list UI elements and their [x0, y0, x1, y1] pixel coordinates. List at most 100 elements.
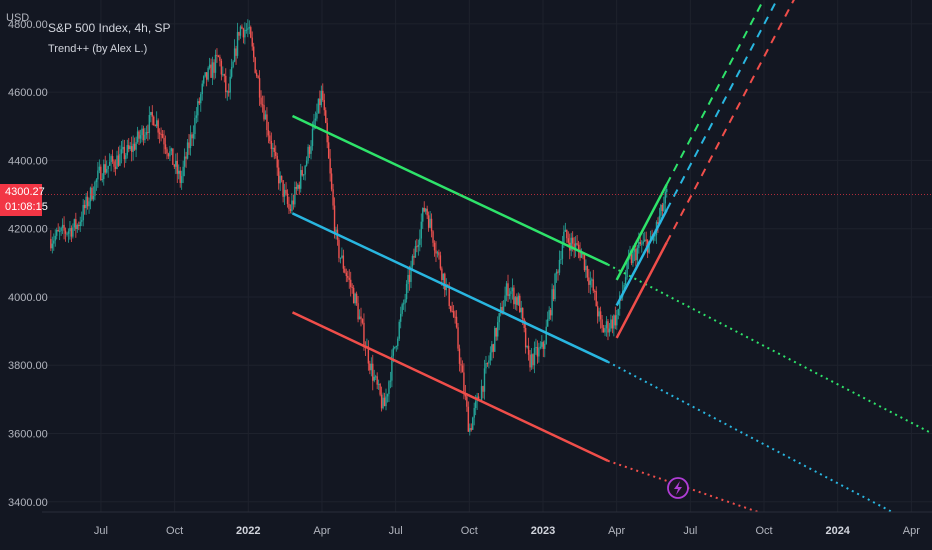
- candle-body: [379, 383, 381, 395]
- candle-body: [113, 161, 115, 167]
- candle-body: [458, 348, 461, 364]
- candle-body: [557, 271, 559, 273]
- candle-body: [467, 406, 470, 432]
- candle-body: [244, 30, 246, 38]
- candle-body: [232, 61, 234, 68]
- trend-projection-middle: [607, 360, 898, 516]
- candle-body: [485, 363, 487, 369]
- candle-body: [294, 186, 296, 205]
- candle-body: [110, 156, 112, 163]
- candle-body: [351, 287, 353, 289]
- candle-body: [355, 293, 358, 304]
- candle-body: [544, 343, 546, 349]
- candle-body: [151, 112, 153, 117]
- candle-body: [585, 266, 587, 271]
- candle-body: [595, 291, 597, 307]
- candle-body: [545, 326, 547, 344]
- candle-body: [216, 54, 218, 56]
- candle-body: [520, 307, 522, 313]
- candle-body: [292, 200, 295, 205]
- candle-body: [591, 279, 593, 281]
- lightning-bolt-icon[interactable]: [667, 477, 689, 499]
- candle-body: [83, 204, 86, 209]
- candle-body: [579, 249, 581, 258]
- candle-body: [533, 347, 536, 366]
- candle-body: [213, 62, 215, 73]
- candle-body: [236, 32, 239, 56]
- price-tick-label: 4000.00: [8, 292, 48, 304]
- time-tick-label: Jul: [683, 525, 697, 537]
- candle-body: [223, 74, 226, 76]
- candle-body: [570, 237, 572, 251]
- price-axis[interactable]: 4800.00 4600.00 4400.00 4200.00 4000.00 3800.…: [8, 19, 48, 509]
- candle-body: [63, 224, 65, 231]
- candle-body: [372, 363, 374, 381]
- candle-body: [333, 205, 336, 233]
- candle-body: [101, 179, 103, 181]
- candle-body: [329, 158, 331, 174]
- candle-body: [266, 114, 268, 131]
- candle-body: [463, 372, 465, 393]
- candle-body: [576, 243, 578, 245]
- candle-body: [613, 315, 615, 329]
- candle-body: [472, 417, 474, 430]
- indicator-name[interactable]: Trend++ (by Alex L.): [48, 43, 147, 55]
- candle-body: [419, 238, 421, 245]
- current-price-tag: 4300.27 01:08:15: [0, 184, 48, 217]
- candle-body: [508, 293, 511, 297]
- candle-body: [532, 354, 534, 366]
- candle-body: [155, 120, 158, 127]
- candle-body: [323, 100, 325, 111]
- time-axis[interactable]: Jul Oct 2022 Apr Jul Oct 2023 Apr Jul Oct 2024 Apr: [94, 525, 920, 537]
- candle-body: [270, 140, 273, 149]
- candle-body: [308, 146, 311, 154]
- trend-projection-upper: [607, 263, 932, 435]
- candle-body: [239, 26, 242, 36]
- candle-body: [480, 386, 483, 401]
- time-tick-label: Oct: [166, 525, 183, 537]
- candle-body: [382, 397, 384, 409]
- candle-body: [136, 131, 139, 142]
- symbol-title[interactable]: S&P 500 Index, 4h, SP: [48, 21, 171, 35]
- candle-body: [417, 244, 420, 247]
- candle-body: [386, 394, 389, 397]
- candle-body: [511, 287, 514, 292]
- candle-body: [94, 182, 96, 196]
- candle-body: [285, 189, 287, 194]
- candle-body: [233, 48, 236, 62]
- candle-body: [380, 394, 383, 409]
- candle-body: [277, 167, 280, 184]
- candle-body: [267, 130, 270, 136]
- candle-body: [100, 166, 102, 181]
- candle-body: [466, 396, 468, 407]
- candle-body: [492, 344, 495, 352]
- candle-body: [54, 235, 56, 241]
- time-tick-label: 2023: [531, 525, 555, 537]
- candle-body: [626, 260, 628, 278]
- candle-body: [654, 235, 656, 237]
- candle-body: [150, 112, 152, 115]
- price-axis-panel: [0, 0, 42, 512]
- candle-body: [388, 381, 390, 395]
- candle-body: [170, 148, 173, 152]
- candle-body: [423, 207, 425, 212]
- candle-body: [58, 230, 61, 232]
- candle-body: [301, 170, 303, 176]
- candle-body: [248, 27, 250, 29]
- candle-body: [407, 274, 409, 285]
- candle-body: [489, 352, 492, 361]
- candle-body: [494, 327, 496, 352]
- candle-body: [183, 156, 186, 167]
- candle-body: [225, 75, 227, 92]
- time-axis-panel: [42, 512, 932, 550]
- candle-body: [638, 242, 640, 248]
- candle-body: [117, 155, 120, 166]
- time-tick-label: 2024: [825, 525, 850, 537]
- candle-body: [186, 142, 189, 159]
- candle-body: [605, 321, 608, 329]
- candle-body: [589, 280, 592, 285]
- candle-body: [289, 209, 292, 212]
- candle-body: [510, 291, 512, 294]
- candle-body: [350, 279, 352, 288]
